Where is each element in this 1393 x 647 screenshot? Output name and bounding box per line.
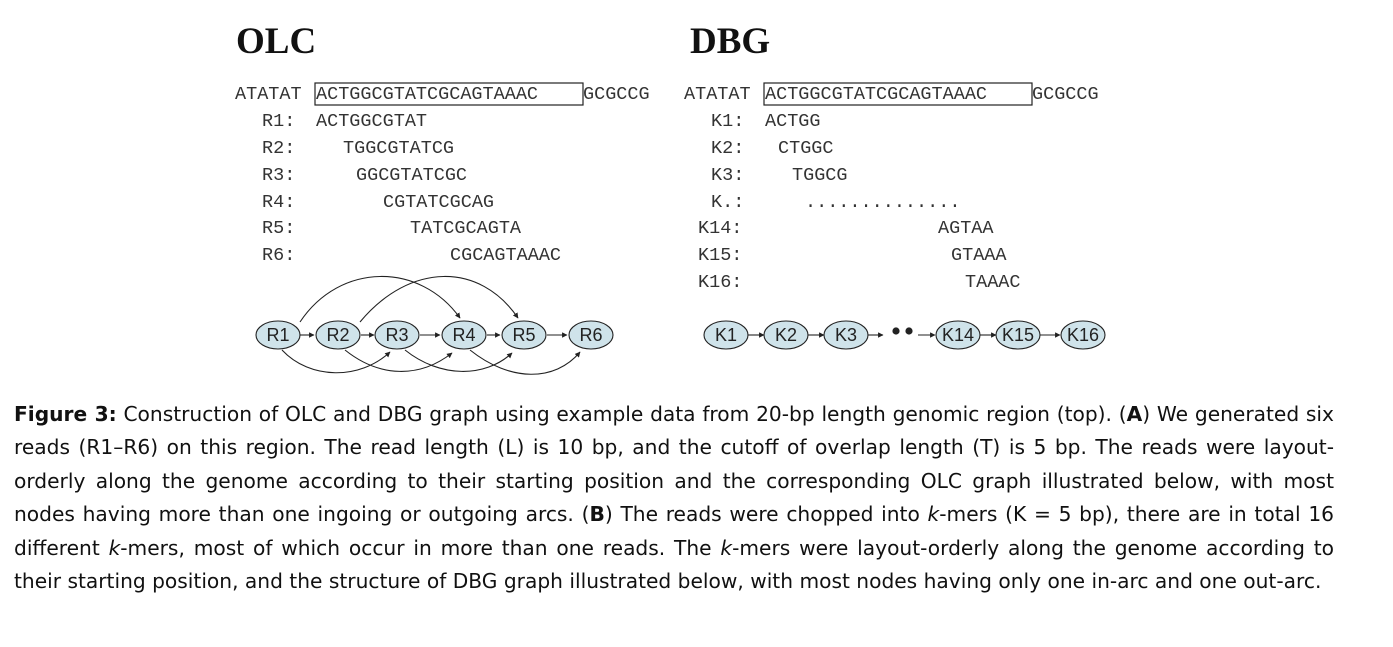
ellipsis-dot-2: [905, 327, 913, 335]
node-label-r5: R5: [512, 325, 535, 345]
read-label-r2: R2:: [262, 138, 295, 159]
dbg-seq-box: [763, 82, 1033, 106]
node-k3: [823, 320, 869, 350]
kmer-label-k3: K3:: [711, 165, 744, 186]
node-label-k14: K14: [942, 325, 974, 345]
olc-nodes: R1 R2 R3 R4 R5 R6: [255, 320, 614, 350]
caption-intro: Construction of OLC and DBG graph using …: [116, 402, 1127, 426]
node-label-r6: R6: [579, 325, 602, 345]
caption-panel-b-text-1: ) The reads were chopped into: [604, 502, 928, 527]
caption-k-italic-2: k: [108, 535, 121, 560]
dbg-seq-boxed: ACTGGCGTATCGCAGTAAAC: [765, 84, 987, 105]
read-seq-r5: TATCGCAGTA: [410, 218, 522, 239]
node-label-k16: K16: [1067, 325, 1099, 345]
edge-r2-r4-top: [299, 276, 461, 323]
read-label-r4: R4:: [262, 192, 295, 213]
kmer-seq-k14: AGTAA: [938, 218, 994, 239]
olc-panel: OLC ATATAT ACTGGCGTATCGCAGTAAAC GCGCCG R…: [235, 21, 650, 375]
read-label-r1: R1:: [262, 111, 295, 132]
node-label-k2: K2: [775, 325, 797, 345]
edge-r2-r4-bottom: [344, 349, 453, 372]
kmer-label-k14: K14:: [698, 218, 742, 239]
dbg-panel: DBG ATATAT ACTGGCGTATCGCAGTAAAC GCGCCG K…: [684, 21, 1106, 350]
figure-caption: Figure 3: Construction of OLC and DBG gr…: [14, 398, 1334, 598]
kmer-seq-k3: TGGCG: [792, 165, 848, 186]
node-label-k3: K3: [835, 325, 857, 345]
caption-panel-b-text-2: -mers (K = 5 bp), there are in total 16 …: [14, 502, 1335, 560]
node-k15: [995, 320, 1041, 350]
node-r3: [374, 320, 420, 350]
read-seq-r3: GGCGTATCGC: [356, 165, 467, 186]
olc-seq-box: [314, 82, 584, 106]
edge-r3-r5-top: [359, 276, 519, 323]
figure-3-diagram: OLC ATATAT ACTGGCGTATCGCAGTAAAC GCGCCG R…: [235, 21, 1106, 375]
read-seq-r6: CGCAGTAAAC: [450, 245, 561, 266]
dbg-seq-suffix: GCGCCG: [1032, 84, 1099, 105]
node-label-k15: K15: [1002, 325, 1034, 345]
kmer-seq-kdots: ..............: [805, 192, 960, 213]
edge-r3-r5-bottom: [404, 349, 513, 372]
ellipsis-dot-1: [892, 327, 900, 335]
node-label-r4: R4: [452, 325, 475, 345]
kmer-seq-k15: GTAAA: [951, 245, 1007, 266]
node-k2: [763, 320, 809, 350]
read-label-r5: R5:: [262, 218, 295, 239]
caption-panel-b-text-4: -mers were layout-orderly along the geno…: [14, 535, 1334, 594]
dbg-title: DBG: [690, 21, 770, 62]
node-label-k1: K1: [715, 325, 737, 345]
node-label-r2: R2: [326, 325, 349, 345]
caption-panel-b-label: B: [589, 502, 605, 527]
read-label-r3: R3:: [262, 165, 295, 186]
node-label-r1: R1: [266, 325, 289, 345]
dbg-ellipsis-dots: [892, 327, 913, 335]
read-seq-r2: TGGCGTATCG: [343, 138, 454, 159]
node-k16: [1060, 320, 1106, 350]
node-r6: [568, 320, 614, 350]
read-seq-r4: CGTATCGCAG: [383, 192, 494, 213]
olc-edges: [281, 276, 581, 375]
edge-r4-r6-bottom: [469, 349, 581, 375]
kmer-label-k15: K15:: [698, 245, 742, 266]
node-r4: [441, 320, 487, 350]
caption-panel-a-label: A: [1126, 402, 1143, 426]
olc-reads: R1: ACTGGCGTAT R2: TGGCGTATCG R3: GGCGTA…: [262, 111, 561, 266]
dbg-reference-sequence: ATATAT ACTGGCGTATCGCAGTAAAC GCGCCG: [684, 82, 1099, 106]
kmer-seq-k1: ACTGG: [765, 111, 821, 132]
read-seq-r1: ACTGGCGTAT: [316, 111, 427, 132]
node-k1: [703, 320, 749, 350]
olc-seq-suffix: GCGCCG: [583, 84, 650, 105]
caption-k-italic-3: k: [720, 535, 733, 560]
olc-title: OLC: [236, 21, 316, 62]
kmer-seq-k16: TAAAC: [965, 272, 1021, 293]
dbg-nodes: K1 K2 K3 K14 K15 K16: [703, 320, 1106, 350]
node-k14: [935, 320, 981, 350]
caption-panel-b-text-3: -mers, most of which occur in more than …: [120, 535, 721, 560]
kmer-label-k16: K16:: [698, 272, 742, 293]
caption-panel-a-text: ) We generated six reads (R1–R6) on this…: [14, 402, 1334, 527]
read-label-r6: R6:: [262, 245, 295, 266]
dbg-seq-prefix: ATATAT: [684, 84, 751, 105]
caption-figure-label: Figure 3:: [14, 402, 117, 426]
edge-r1-r3-bottom: [281, 349, 391, 374]
kmer-label-kdots: K.:: [711, 192, 744, 213]
kmer-label-k2: K2:: [711, 138, 744, 159]
caption-k-italic-1: k: [927, 502, 940, 527]
kmer-seq-k2: CTGGC: [778, 138, 834, 159]
node-r1: [255, 320, 301, 350]
node-label-r3: R3: [385, 325, 408, 345]
olc-reference-sequence: ATATAT ACTGGCGTATCGCAGTAAAC GCGCCG: [235, 82, 650, 106]
dbg-kmers: K1: ACTGG K2: CTGGC K3: TGGCG K.: ......…: [698, 111, 1021, 293]
olc-seq-prefix: ATATAT: [235, 84, 302, 105]
node-r2: [315, 320, 361, 350]
kmer-label-k1: K1:: [711, 111, 744, 132]
node-r5: [501, 320, 547, 350]
olc-seq-boxed: ACTGGCGTATCGCAGTAAAC: [316, 84, 538, 105]
